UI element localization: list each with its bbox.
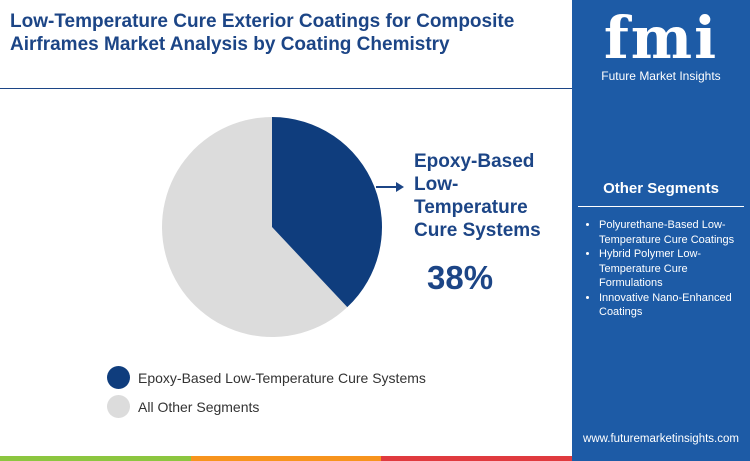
sidebar: fmi Future Market Insights Other Segment… (572, 0, 750, 461)
segments-title: Other Segments (603, 180, 719, 197)
strip-segment (190, 456, 382, 461)
pie-slice (272, 117, 382, 308)
website: www.futuremarketinsights.com (583, 433, 739, 445)
legend-label: Epoxy-Based Low-Temperature Cure Systems (138, 369, 426, 386)
title-rule (0, 88, 572, 89)
segment-item: Hybrid Polymer Low-Temperature Cure Form… (599, 247, 749, 291)
pie-slice (161, 117, 348, 337)
legend-swatch (107, 366, 130, 389)
legend-item: Epoxy-Based Low-Temperature Cure Systems (107, 366, 426, 389)
callout-arrowhead (396, 182, 404, 192)
color-strip (0, 456, 573, 461)
data-label: 38% (427, 259, 494, 296)
legend-label: All Other Segments (138, 398, 260, 415)
chart-title: Low-Temperature Cure Exterior Coatings f… (10, 11, 515, 55)
callout-label: Epoxy-Based Low-Temperature Cure Systems (414, 151, 541, 241)
legend-swatch (107, 395, 130, 418)
segments-rule (578, 206, 744, 207)
segment-item: Polyurethane-Based Low-Temperature Cure … (599, 218, 749, 247)
strip-segment (381, 456, 573, 461)
segment-item: Innovative Nano-Enhanced Coatings (599, 291, 749, 320)
chart (161, 117, 404, 337)
legend-item: All Other Segments (107, 395, 259, 418)
segments-list: Polyurethane-Based Low-Temperature Cure … (582, 218, 749, 320)
logo: fmi (603, 4, 719, 72)
strip-segment (0, 456, 191, 461)
brand-name: Future Market Insights (601, 69, 721, 83)
